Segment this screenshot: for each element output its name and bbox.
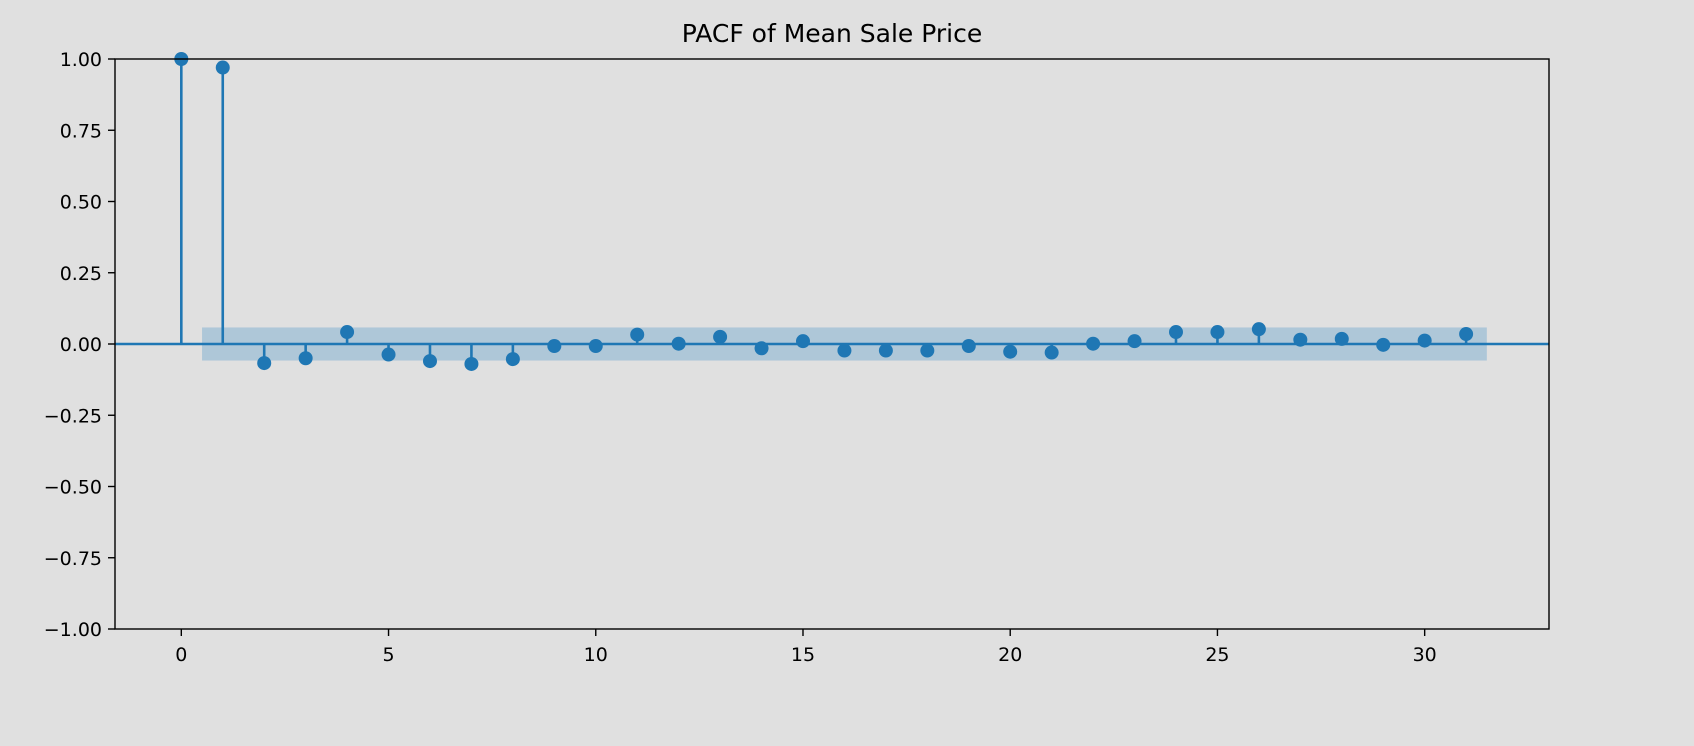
x-tick-label-20: 20 bbox=[998, 644, 1022, 666]
stem-marker-lag-25 bbox=[1210, 325, 1225, 340]
stem-marker-lag-27 bbox=[1293, 332, 1308, 347]
stem-marker-lag-6 bbox=[422, 354, 437, 369]
stem-marker-lag-19 bbox=[961, 338, 976, 353]
x-tick-label-15: 15 bbox=[791, 644, 815, 666]
stem-marker-lag-2 bbox=[257, 356, 272, 371]
stem-marker-lag-29 bbox=[1376, 337, 1391, 352]
stem-marker-lag-15 bbox=[795, 334, 810, 349]
stem-marker-lag-31 bbox=[1459, 327, 1474, 342]
stem-marker-lag-1 bbox=[215, 60, 230, 75]
stem-marker-lag-10 bbox=[588, 338, 603, 353]
stem-marker-lag-18 bbox=[920, 343, 935, 358]
stem-marker-lag-28 bbox=[1334, 331, 1349, 346]
stem-marker-lag-4 bbox=[340, 325, 355, 340]
stem-marker-lag-14 bbox=[754, 341, 769, 356]
stem-marker-lag-22 bbox=[1086, 336, 1101, 351]
stem-marker-lag-16 bbox=[837, 343, 852, 358]
x-tick-label-10: 10 bbox=[584, 644, 608, 666]
y-tick-label-7: 0.75 bbox=[60, 120, 102, 142]
stem-marker-lag-17 bbox=[878, 343, 893, 358]
y-tick-label-1: −0.75 bbox=[44, 548, 102, 570]
stem-marker-lag-13 bbox=[713, 329, 728, 344]
stem-marker-lag-7 bbox=[464, 356, 479, 371]
y-axis-ticks: −1.00 −0.75 −0.50 −0.25 0.00 0.25 0.50 0.75 1.00 bbox=[44, 49, 115, 641]
stem-marker-lag-3 bbox=[298, 351, 313, 366]
stem-marker-lag-30 bbox=[1417, 333, 1432, 348]
stem-marker-lag-26 bbox=[1251, 322, 1266, 337]
x-tick-label-25: 25 bbox=[1205, 644, 1229, 666]
x-tick-label-30: 30 bbox=[1413, 644, 1437, 666]
x-tick-label-0: 0 bbox=[175, 644, 187, 666]
stem-marker-lag-9 bbox=[547, 338, 562, 353]
stem-marker-lag-5 bbox=[381, 347, 396, 362]
y-tick-label-8: 1.00 bbox=[60, 49, 102, 71]
stem-marker-lag-8 bbox=[505, 352, 520, 367]
y-tick-label-0: −1.00 bbox=[44, 619, 102, 641]
x-axis-ticks: 0 5 10 15 20 25 30 bbox=[175, 629, 1437, 666]
y-tick-label-6: 0.50 bbox=[60, 192, 102, 214]
y-tick-label-3: −0.25 bbox=[44, 405, 102, 427]
stem-marker-lag-24 bbox=[1168, 325, 1183, 340]
stem-marker-lag-12 bbox=[671, 336, 686, 351]
stem-marker-lag-21 bbox=[1044, 345, 1059, 360]
markers-group bbox=[174, 52, 1474, 371]
stem-marker-lag-20 bbox=[1003, 344, 1018, 359]
y-tick-label-4: 0.00 bbox=[60, 334, 102, 356]
y-tick-label-5: 0.25 bbox=[60, 263, 102, 285]
x-tick-label-5: 5 bbox=[382, 644, 394, 666]
y-tick-label-2: −0.50 bbox=[44, 477, 102, 499]
chart-title: PACF of Mean Sale Price bbox=[682, 19, 982, 48]
stem-marker-lag-11 bbox=[630, 327, 645, 342]
stem-marker-lag-23 bbox=[1127, 334, 1142, 349]
